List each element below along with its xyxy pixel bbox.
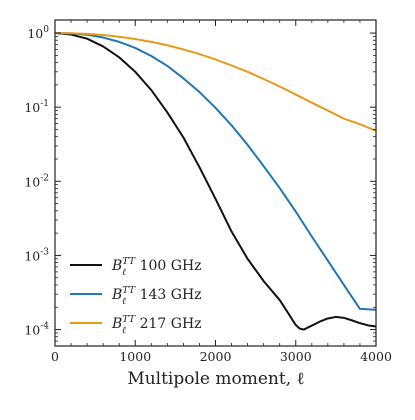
axes-layer: 0 1000 2000 3000 4000 100 10-1 10-2 10-3 10-4 — [24, 19, 392, 364]
legend-subscript: ℓ — [122, 267, 126, 278]
y-tick-label: 100 — [27, 25, 49, 41]
series-lines — [55, 32, 376, 331]
y-tick-label: 10-4 — [24, 322, 49, 338]
y-tick-label: 10-2 — [24, 173, 49, 189]
x-tick-label: 1000 — [119, 349, 151, 364]
legend-subscript: ℓ — [122, 296, 126, 307]
legend-subscript: ℓ — [122, 325, 126, 336]
y-tick-label: 10-3 — [24, 247, 49, 263]
x-tick-label: 0 — [51, 349, 59, 364]
plot-frame — [54, 19, 377, 347]
x-tick-label: 3000 — [280, 349, 312, 364]
x-tick-label: 4000 — [360, 349, 392, 364]
series-line-143-ghz — [55, 32, 376, 311]
series-line-217-ghz — [55, 32, 376, 132]
legend-label: BTT 100 GHz — [111, 256, 202, 274]
legend-label: BTT 143 GHz — [111, 285, 202, 303]
x-tick-label: 2000 — [200, 349, 232, 364]
y-tick-label: 10-1 — [24, 99, 49, 115]
legend-label: BTT 217 GHz — [111, 314, 202, 332]
plot-layer — [55, 32, 376, 331]
x-axis-title: Multipole moment, ℓ — [127, 369, 304, 389]
series-line-100-ghz — [55, 32, 376, 331]
